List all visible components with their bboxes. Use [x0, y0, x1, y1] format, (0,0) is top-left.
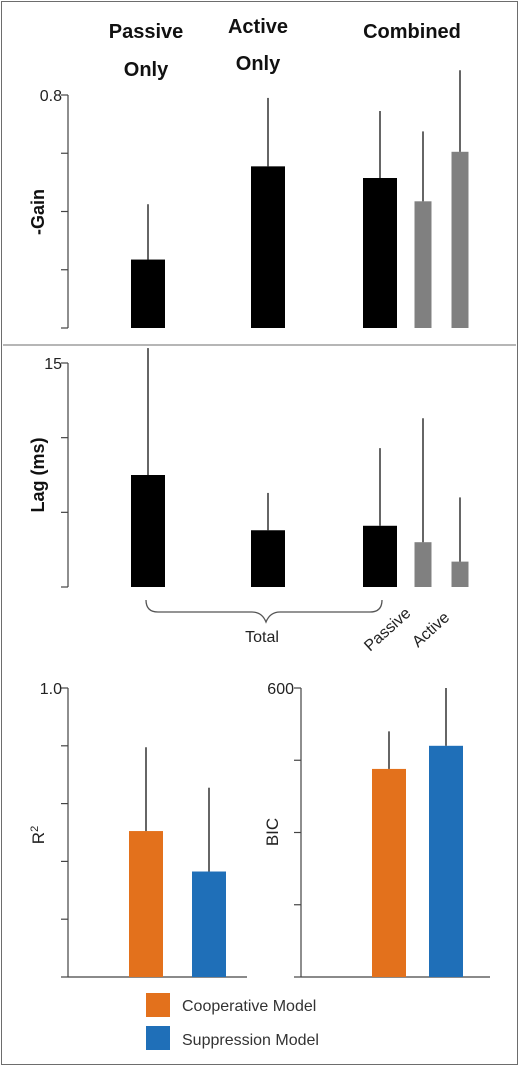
header-active-only-line1: Active [228, 16, 288, 38]
bic-chart: 600 BIC [263, 681, 490, 978]
gain-bars [131, 70, 469, 328]
header-active-only-line2: Only [236, 53, 281, 75]
r2-bar-1 [192, 871, 226, 977]
bic-y-axis-label: BIC [263, 818, 282, 846]
bic-bars [372, 688, 463, 977]
legend: Cooperative Model Suppression Model [146, 993, 319, 1050]
r2-bar-0 [129, 831, 163, 977]
column-headers: Passive Only Active Only Combined [109, 16, 461, 81]
gain-bar-0 [131, 259, 165, 328]
lag-bars [131, 348, 469, 587]
gain-y-tick-label: 0.8 [40, 88, 62, 105]
header-combined: Combined [363, 21, 461, 43]
lag-bar-3 [414, 542, 432, 587]
gain-chart: 0.8 -Gain [28, 70, 469, 329]
r2-y-axis-label: R2 [29, 826, 48, 844]
r2-chart: 1.0 R2 [29, 681, 247, 978]
gain-y-axis-label: -Gain [28, 189, 48, 235]
total-bracket [145, 599, 383, 624]
total-label: Total [245, 629, 279, 646]
r2-y-tick-label: 1.0 [40, 681, 62, 698]
legend-label-suppression: Suppression Model [182, 1032, 319, 1049]
r2-bars [129, 747, 226, 977]
legend-swatch-cooperative [146, 993, 170, 1017]
gain-y-ticks [61, 94, 68, 329]
legend-swatch-suppression [146, 1026, 170, 1050]
gain-bar-4 [451, 151, 469, 328]
legend-label-cooperative: Cooperative Model [182, 998, 316, 1015]
r2-y-ticks [61, 687, 68, 978]
bic-bar-0 [372, 768, 406, 977]
gain-bar-2 [363, 178, 397, 328]
lag-bar-0 [131, 475, 165, 587]
header-passive-only-line2: Only [124, 59, 169, 81]
bic-y-ticks [294, 687, 301, 978]
active-rotated-label: Active [409, 609, 453, 651]
lag-y-ticks [61, 362, 68, 588]
bic-y-tick-label: 600 [267, 681, 294, 698]
gain-bar-3 [414, 201, 432, 328]
gain-bar-1 [251, 166, 285, 328]
lag-bar-4 [451, 561, 469, 587]
lag-bar-2 [363, 525, 397, 587]
lag-chart: 15 Lag (ms) Total Passive Active [28, 348, 469, 655]
lag-y-tick-label: 15 [44, 356, 62, 373]
lag-bar-1 [251, 530, 285, 587]
lag-y-axis-label: Lag (ms) [28, 437, 48, 512]
header-passive-only-line1: Passive [109, 21, 184, 43]
bic-bar-1 [429, 745, 463, 977]
